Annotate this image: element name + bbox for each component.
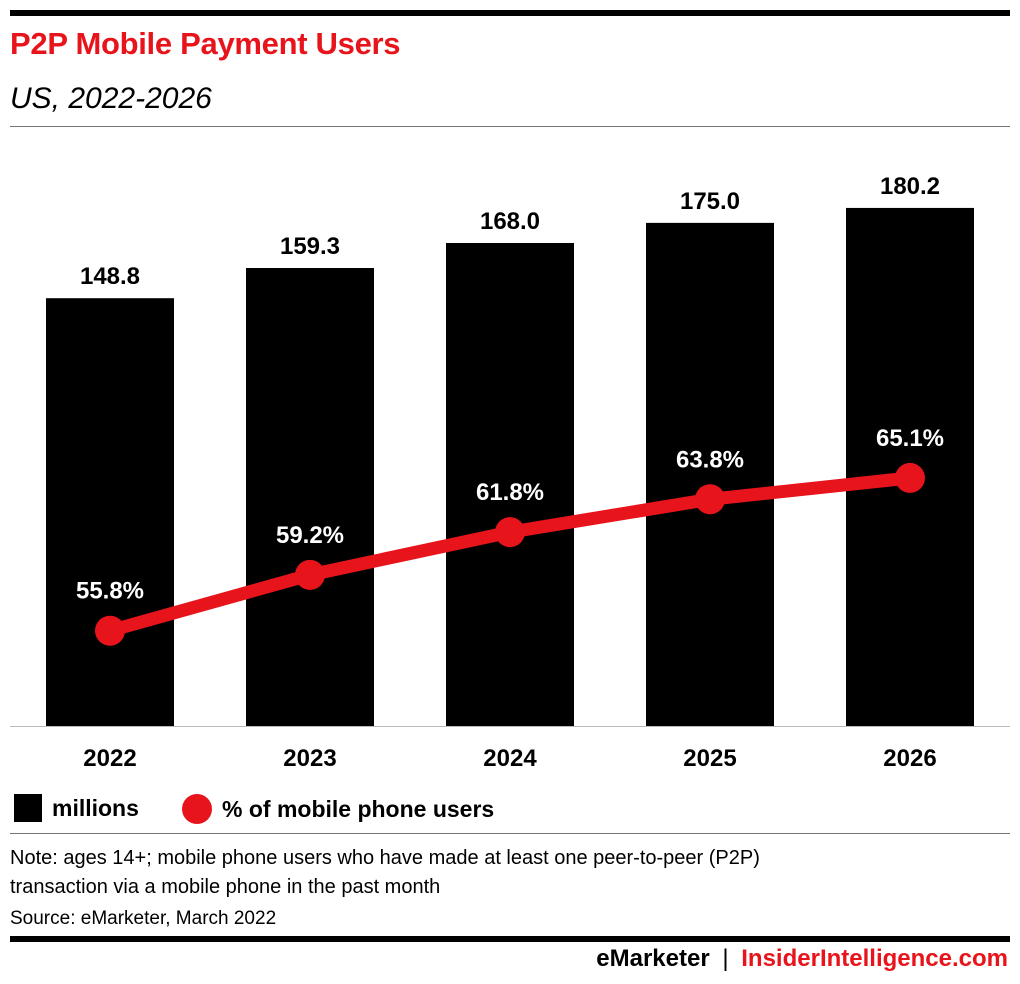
line-point-2025 (695, 484, 725, 515)
x-tick-2022: 2022 (83, 745, 136, 772)
bar-label-2024: 168.0 (480, 208, 540, 235)
line-point-2024 (495, 517, 525, 548)
legend-swatch-bar (14, 794, 42, 822)
source: Source: eMarketer, March 2022 (10, 908, 277, 929)
footer-brand-emarketer: eMarketer (596, 945, 710, 972)
line-label-2022: 55.8% (76, 578, 144, 605)
chart-svg: 148.8 2022 159.3 2023 168.0 2024 175.0 2025 180.… (10, 173, 1010, 772)
header-divider (10, 126, 1010, 127)
bottom-rule (10, 936, 1010, 942)
line-label-2024: 61.8% (476, 479, 544, 506)
x-tick-2023: 2023 (283, 745, 336, 772)
line-label-2025: 63.8% (676, 446, 744, 473)
x-tick-2024: 2024 (483, 745, 537, 772)
bar-label-2026: 180.2 (880, 173, 940, 200)
legend-label-bars: millions (52, 794, 139, 821)
bar-label-2025: 175.0 (680, 188, 740, 215)
bar-2025 (646, 222, 774, 726)
bar-2023 (246, 268, 374, 726)
chart-subtitle: US, 2022-2026 (10, 82, 212, 115)
legend-divider (10, 833, 1010, 834)
note-line-1: Note: ages 14+; mobile phone users who h… (10, 847, 760, 869)
legend-label-line: % of mobile phone users (222, 795, 495, 822)
footer-brand-insiderintelligence: InsiderIntelligence.com (741, 945, 1008, 972)
x-tick-2026: 2026 (883, 745, 936, 772)
bar-label-2023: 159.3 (280, 233, 340, 260)
bar-2022 (46, 298, 174, 726)
line-point-2023 (295, 559, 325, 590)
legend-swatch-line (182, 794, 212, 824)
footer-separator: | (722, 945, 729, 972)
top-rule (10, 10, 1010, 16)
chart-title: P2P Mobile Payment Users (10, 26, 401, 61)
line-label-2026: 65.1% (876, 425, 944, 452)
note-line-2: transaction via a mobile phone in the pa… (10, 876, 441, 898)
line-point-2022 (95, 615, 125, 646)
legend-item-bars: millions (14, 794, 139, 822)
footer: eMarketer | InsiderIntelligence.com (596, 945, 1008, 973)
line-label-2023: 59.2% (276, 522, 344, 549)
line-point-2026 (895, 462, 925, 493)
legend-item-line: % of mobile phone users (182, 794, 494, 824)
bar-2024 (446, 243, 574, 726)
x-tick-2025: 2025 (683, 745, 736, 772)
bar-label-2022: 148.8 (80, 263, 140, 290)
